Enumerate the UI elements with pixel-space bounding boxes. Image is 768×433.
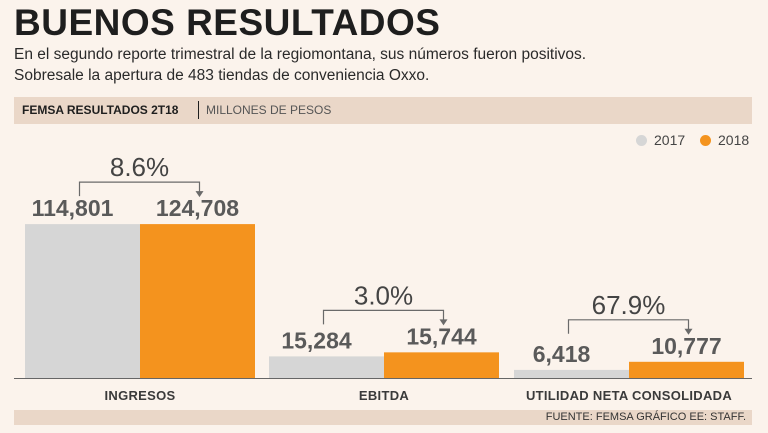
value-label-2017-0: 114,801 — [32, 195, 114, 221]
category-label-1: EBITDA — [359, 388, 409, 403]
legend-label-2017: 2017 — [654, 132, 686, 148]
bar-2017-0 — [25, 224, 140, 378]
legend-label-2018: 2018 — [718, 132, 750, 148]
bar-2018-0 — [140, 224, 255, 378]
bar-2018-2 — [629, 361, 744, 378]
category-label-2: UTILIDAD NETA CONSOLIDADA — [526, 388, 732, 403]
legend-dot-2017 — [636, 134, 647, 146]
growth-label-1: 3.0% — [354, 280, 413, 310]
chart-title: BUENOS RESULTADOS — [14, 2, 441, 43]
growth-bracket-1 — [322, 309, 445, 325]
band-units: MILLONES DE PESOS — [206, 103, 332, 117]
header-band: FEMSA RESULTADOS 2T18 MILLONES DE PESOS — [14, 97, 752, 124]
growth-arrow-2 — [684, 328, 693, 335]
value-label-2017-2: 6,418 — [533, 341, 591, 367]
bar-2017-2 — [514, 369, 629, 378]
value-label-2018-2: 10,777 — [651, 333, 721, 359]
legend-item-2017: 2017 — [636, 132, 685, 148]
growth-bracket-2 — [567, 319, 690, 334]
bar-2017-1 — [269, 356, 384, 378]
value-label-2018-0: 124,708 — [156, 195, 239, 221]
growth-bracket-0 — [78, 181, 201, 197]
category-label-0: INGRESOS — [104, 388, 175, 403]
growth-label-0: 8.6% — [110, 152, 169, 182]
subtitle-line-1: En el segundo reporte trimestral de la r… — [14, 46, 587, 63]
growth-arrow-0 — [195, 191, 204, 198]
growth-label-2: 67.9% — [592, 290, 666, 320]
growth-arrow-1 — [439, 319, 448, 326]
footer-band: FUENTE: FEMSA GRÁFICO EE: STAFF. — [14, 410, 752, 425]
bar-2018-1 — [384, 352, 499, 378]
source-credit: FUENTE: FEMSA GRÁFICO EE: STAFF. — [545, 411, 746, 423]
legend-item-2018: 2018 — [700, 132, 749, 148]
band-title: FEMSA RESULTADOS 2T18 — [22, 103, 179, 117]
subtitle-line-2: Sobresale la apertura de 483 tiendas de … — [14, 67, 430, 84]
band-divider — [198, 101, 199, 119]
value-label-2017-1: 15,284 — [281, 327, 352, 353]
value-label-2018-1: 15,744 — [406, 323, 477, 349]
legend-dot-2018 — [700, 134, 711, 146]
